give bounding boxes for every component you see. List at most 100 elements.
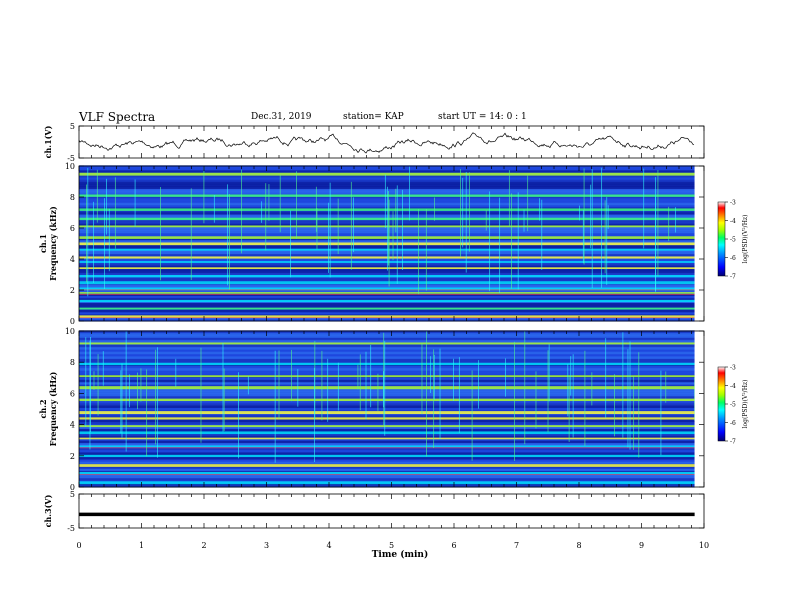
noise-strip [79, 165, 695, 169]
noise-strip [79, 468, 695, 472]
frequency-band-red [79, 289, 695, 291]
noise-strip [79, 351, 695, 355]
frequency-band [79, 425, 695, 428]
noise-strip [79, 367, 695, 371]
frequency-band [79, 398, 695, 402]
noise-strip [79, 188, 695, 192]
colorbar-tick-label: -4 [730, 218, 736, 225]
y-tick-label: 0 [70, 483, 75, 492]
noise-strip [79, 304, 695, 308]
noise-strip [79, 442, 695, 446]
frequency-band-red [79, 473, 695, 475]
ch2-colorbar: -3 -4 -5 -6 -7 log(PSD)(V²/Hz) [717, 365, 749, 446]
x-tick-label: 7 [514, 541, 519, 550]
x-tick-label: 1 [139, 541, 144, 550]
noise-strip [79, 339, 695, 343]
frequency-band [79, 208, 695, 211]
noise-strip [79, 283, 695, 287]
x-tick-label: 0 [76, 541, 81, 550]
noise-strip [79, 360, 695, 364]
y-tick-label: 10 [65, 162, 75, 171]
noise-strip [79, 295, 695, 299]
frequency-band [79, 261, 695, 263]
noise-strip [79, 465, 695, 469]
frequency-band-red [79, 294, 695, 295]
noise-strip [79, 214, 695, 217]
frequency-band [79, 242, 695, 246]
noise-strip [79, 428, 695, 432]
y-tick-label: -5 [67, 524, 75, 533]
frequency-band [79, 307, 695, 310]
ch1-waveform-panel: 5 -5 ch.1(V) [43, 122, 705, 163]
noise-strip [79, 458, 695, 462]
y-tick-label: 8 [70, 358, 75, 367]
noise-strip [79, 477, 695, 481]
colorbar-tick-label: -5 [730, 237, 736, 244]
frequency-band [79, 225, 695, 228]
frequency-band [79, 431, 695, 435]
y-tick-label: 8 [70, 193, 75, 202]
x-tick-label: 9 [639, 541, 644, 550]
frequency-band [79, 172, 695, 176]
noise-strip [79, 337, 695, 341]
frequency-band [79, 194, 695, 197]
noise-strip [79, 181, 695, 185]
frequency-band [79, 411, 695, 415]
noise-strip [79, 195, 695, 199]
y-tick-label: 5 [70, 122, 75, 131]
date-label: Dec.31, 2019 [251, 112, 312, 122]
frequency-band [79, 315, 695, 318]
colorbar-tick-label: -7 [730, 439, 736, 446]
frequency-band-red [79, 447, 695, 449]
colorbar-tick-label: -3 [730, 200, 736, 207]
noise-strip [79, 353, 695, 357]
noise-strip [79, 262, 695, 266]
noise-strip [79, 451, 695, 455]
x-tick-label: 6 [451, 541, 456, 550]
x-tick-label: 5 [389, 541, 394, 550]
noise-strip [79, 265, 695, 269]
noise-strip [79, 239, 695, 243]
noise-strip [79, 169, 695, 173]
noise-strip [79, 197, 695, 201]
colorbar-label: log(PSD)(V²/Hz) [742, 380, 749, 429]
x-tick-label: 4 [326, 541, 331, 550]
frequency-band [79, 292, 695, 294]
colorbar-tick-label: -6 [730, 420, 736, 427]
frequency-band [79, 464, 695, 467]
x-tick-label: 8 [576, 541, 581, 550]
y-axis-label: Frequency (kHz) [48, 206, 58, 281]
noise-strip [79, 370, 695, 373]
frequency-band [79, 256, 695, 259]
frequency-band [79, 454, 695, 458]
noise-strip [79, 449, 695, 453]
frequency-band [79, 248, 695, 251]
frequency-band [79, 375, 695, 378]
noise-strip [79, 388, 695, 392]
y-tick-label: 6 [70, 224, 75, 233]
noise-strip [79, 318, 695, 322]
frequency-band [79, 471, 695, 475]
colorbar-tick-label: -3 [730, 365, 736, 372]
noise-strip [79, 334, 695, 338]
noise-strip [79, 435, 695, 439]
y-axis-label: Frequency (kHz) [48, 371, 58, 446]
frequency-band [79, 275, 695, 278]
frequency-band [79, 281, 695, 285]
y-tick-label: -5 [67, 154, 75, 163]
ch1-ylabel: ch.1(V) [43, 125, 53, 158]
noise-strip [79, 377, 695, 380]
frequency-band [79, 417, 695, 420]
noise-strip [79, 372, 695, 376]
colorbar-tick-label: -5 [730, 402, 736, 409]
noise-strip [79, 348, 695, 352]
x-tick-label: 10 [699, 541, 709, 550]
frequency-band [79, 437, 695, 440]
noise-strip [79, 346, 695, 350]
noise-strip [79, 228, 695, 231]
y-tick-label: 0 [70, 317, 75, 326]
ch1-colorbar: -3 -4 -5 -6 -7 log(PSD)(V²/Hz) [717, 200, 749, 281]
y-tick-label: 2 [70, 286, 75, 295]
noise-strip [79, 440, 695, 444]
noise-strip [79, 167, 695, 171]
